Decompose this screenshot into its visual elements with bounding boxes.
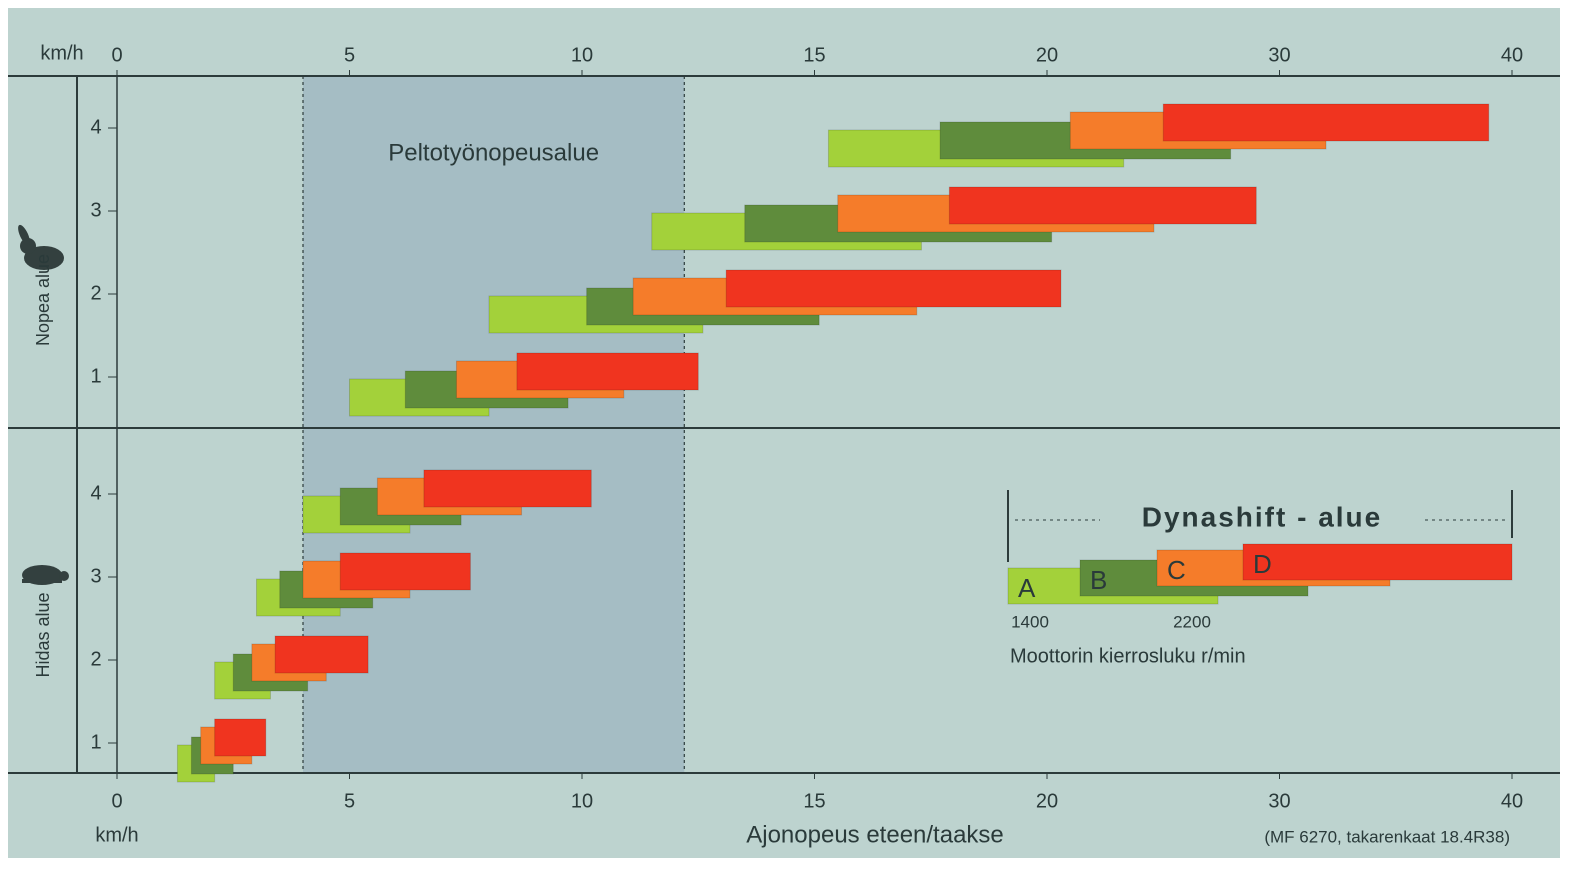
gear-label: 1 <box>90 731 101 753</box>
range-bar <box>725 269 1062 308</box>
gear-label: 2 <box>90 648 101 670</box>
gear-label: 2 <box>90 282 101 304</box>
x-tick-label-bottom: 5 <box>344 790 355 812</box>
range-bar <box>423 469 592 508</box>
x-tick-label-bottom: 40 <box>1501 790 1523 812</box>
x-tick-label-top: 5 <box>344 44 355 66</box>
x-tick-label-bottom: 10 <box>571 790 593 812</box>
legend-item: D <box>1253 549 1272 579</box>
rpm-label: 2200 <box>1173 612 1211 631</box>
gear-label: 3 <box>90 565 101 587</box>
range-bar <box>214 718 267 757</box>
x-tick-label-bottom: 20 <box>1036 790 1058 812</box>
range-bar <box>1162 103 1490 142</box>
group-label: Nopea alue <box>33 254 53 346</box>
legend-title: Dynashift - alue <box>1142 501 1382 532</box>
gear-label: 3 <box>90 199 101 221</box>
x-tick-label-top: 15 <box>803 44 825 66</box>
rabbit-icon <box>18 224 64 270</box>
x-tick-label-top: 0 <box>111 44 122 66</box>
legend-item: B <box>1090 565 1107 595</box>
band-label: Peltotyönopeusalue <box>388 139 599 166</box>
gear-label: 4 <box>90 482 101 504</box>
x-unit-top: km/h <box>40 42 83 64</box>
rpm-label: 1400 <box>1011 612 1049 631</box>
range-bar <box>274 635 369 674</box>
range-bar <box>516 352 699 391</box>
x-tick-label-bottom: 15 <box>803 790 825 812</box>
x-tick-label-top: 40 <box>1501 44 1523 66</box>
legend-item: A <box>1018 573 1036 603</box>
background <box>8 8 1560 858</box>
rpm-title: Moottorin kierrosluku r/min <box>1010 645 1246 667</box>
x-axis-label: Ajonopeus eteen/taakse <box>746 821 1004 848</box>
x-tick-label-top: 10 <box>571 44 593 66</box>
legend-swatch <box>1242 543 1513 581</box>
range-bar <box>339 552 471 591</box>
turtle-icon <box>22 565 69 585</box>
gear-label: 4 <box>90 116 101 138</box>
x-tick-label-top: 20 <box>1036 44 1058 66</box>
legend-item: C <box>1167 555 1186 585</box>
x-unit-bottom: km/h <box>95 824 138 846</box>
x-tick-label-bottom: 0 <box>111 790 122 812</box>
note: (MF 6270, takarenkaat 18.4R38) <box>1264 827 1510 846</box>
x-tick-label-top: 30 <box>1268 44 1290 66</box>
gear-label: 1 <box>90 365 101 387</box>
range-bar <box>948 186 1257 225</box>
x-tick-label-bottom: 30 <box>1268 790 1290 812</box>
group-label: Hidas alue <box>33 592 53 677</box>
